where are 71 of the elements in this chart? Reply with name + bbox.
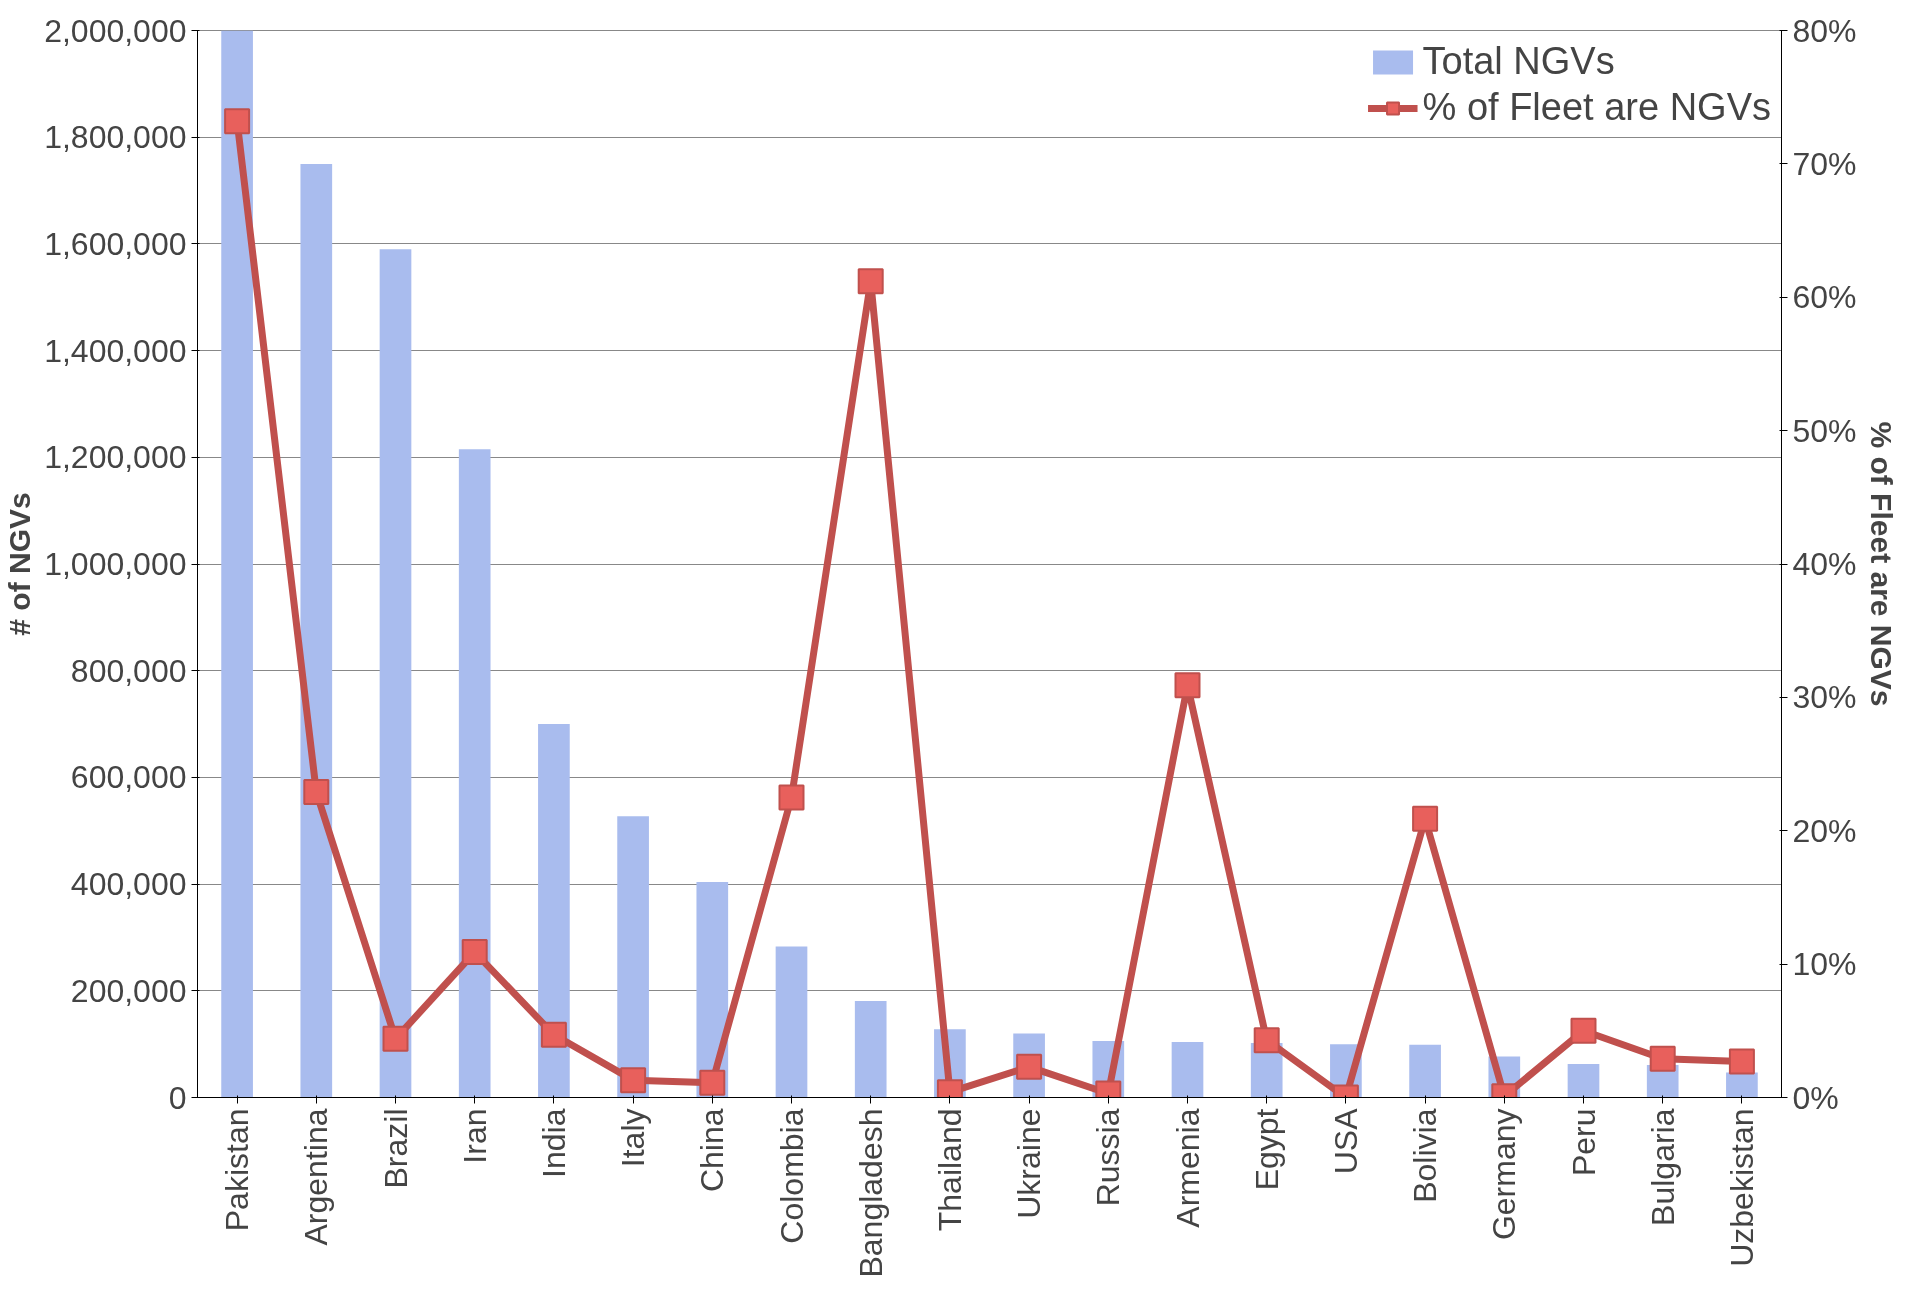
y-tick-label: 1,000,000 <box>44 546 187 582</box>
x-tick-label: Italy <box>615 1108 652 1168</box>
x-tick-label: Bolivia <box>1407 1108 1444 1203</box>
x-tick-label: Armenia <box>1169 1108 1206 1228</box>
y-tick-label: 400,000 <box>70 866 187 903</box>
y-tick-label: 600,000 <box>70 759 187 796</box>
point <box>540 1021 567 1048</box>
x-tick-label: Argentina <box>298 1108 335 1246</box>
y-tick-label: 0 <box>168 1079 187 1116</box>
bar <box>379 249 412 1098</box>
x-tick-label: Russia <box>1090 1108 1127 1207</box>
y2-tick-label: 20% <box>1792 812 1857 849</box>
point <box>1174 672 1201 699</box>
y-tick-label: 1,600,000 <box>44 225 187 262</box>
x-tick-label: Peru <box>1565 1108 1602 1177</box>
point <box>382 1025 409 1052</box>
y-axis-title: # of NGVs <box>3 492 37 636</box>
bar <box>458 449 491 1098</box>
y-tick-label: 800,000 <box>70 652 187 689</box>
y2-tick-label: 40% <box>1792 546 1857 582</box>
x-tick-label: Egypt <box>1248 1108 1285 1191</box>
point <box>461 939 488 966</box>
bar <box>538 724 570 1098</box>
x-tick-label: Iran <box>456 1108 493 1164</box>
bar <box>1409 1044 1441 1098</box>
y2-tick-label: 0% <box>1792 1079 1839 1116</box>
x-tick-label: Bulgaria <box>1644 1108 1681 1226</box>
x-tick-label: Uzbekistan <box>1723 1108 1760 1267</box>
y2-tick-label: 80% <box>1792 12 1857 49</box>
point <box>699 1069 726 1096</box>
y-tick-label: 1,400,000 <box>44 332 187 369</box>
y2-tick-label: 60% <box>1792 279 1857 316</box>
bar <box>775 946 808 1098</box>
y2-tick-label: 30% <box>1792 679 1857 716</box>
y-tick-label: 1,200,000 <box>44 439 187 476</box>
point <box>857 268 884 295</box>
x-tick-label: China <box>694 1108 731 1193</box>
bar <box>300 163 333 1098</box>
bar <box>1567 1063 1600 1098</box>
point <box>1570 1017 1597 1044</box>
y2-tick-label: 70% <box>1792 145 1857 182</box>
point <box>778 784 805 811</box>
y-tick-label: 2,000,000 <box>44 12 187 49</box>
x-tick-label: India <box>535 1108 572 1178</box>
x-tick-label: USA <box>1327 1107 1364 1175</box>
x-tick-label: Colombia <box>773 1108 810 1244</box>
point <box>1728 1048 1755 1075</box>
legend-label: Total NGVs <box>1422 40 1615 83</box>
point <box>224 108 251 135</box>
x-tick-label: Thailand <box>931 1108 968 1232</box>
y-tick-label: 1,800,000 <box>44 119 187 156</box>
x-tick-label: Bangladesh <box>852 1108 889 1278</box>
point <box>303 779 330 806</box>
bar <box>617 816 649 1098</box>
y-tick-label: 200,000 <box>70 972 187 1009</box>
bar <box>1726 1072 1758 1098</box>
point <box>1649 1045 1676 1072</box>
bar <box>221 30 253 1098</box>
bar <box>854 1000 887 1098</box>
bar <box>1171 1042 1204 1098</box>
x-tick-label: Germany <box>1486 1108 1523 1241</box>
x-tick-label: Ukraine <box>1011 1108 1048 1219</box>
x-tick-label: Brazil <box>377 1108 414 1189</box>
point <box>620 1067 647 1094</box>
y2-axis-title: % of Fleet are NGVs <box>1864 421 1898 707</box>
point <box>1412 805 1439 832</box>
y2-tick-label: 50% <box>1792 412 1857 449</box>
legend-label: % of Fleet are NGVs <box>1422 86 1771 129</box>
x-tick-label: Pakistan <box>219 1108 256 1232</box>
y2-tick-label: 10% <box>1792 946 1857 983</box>
point <box>1253 1027 1280 1054</box>
